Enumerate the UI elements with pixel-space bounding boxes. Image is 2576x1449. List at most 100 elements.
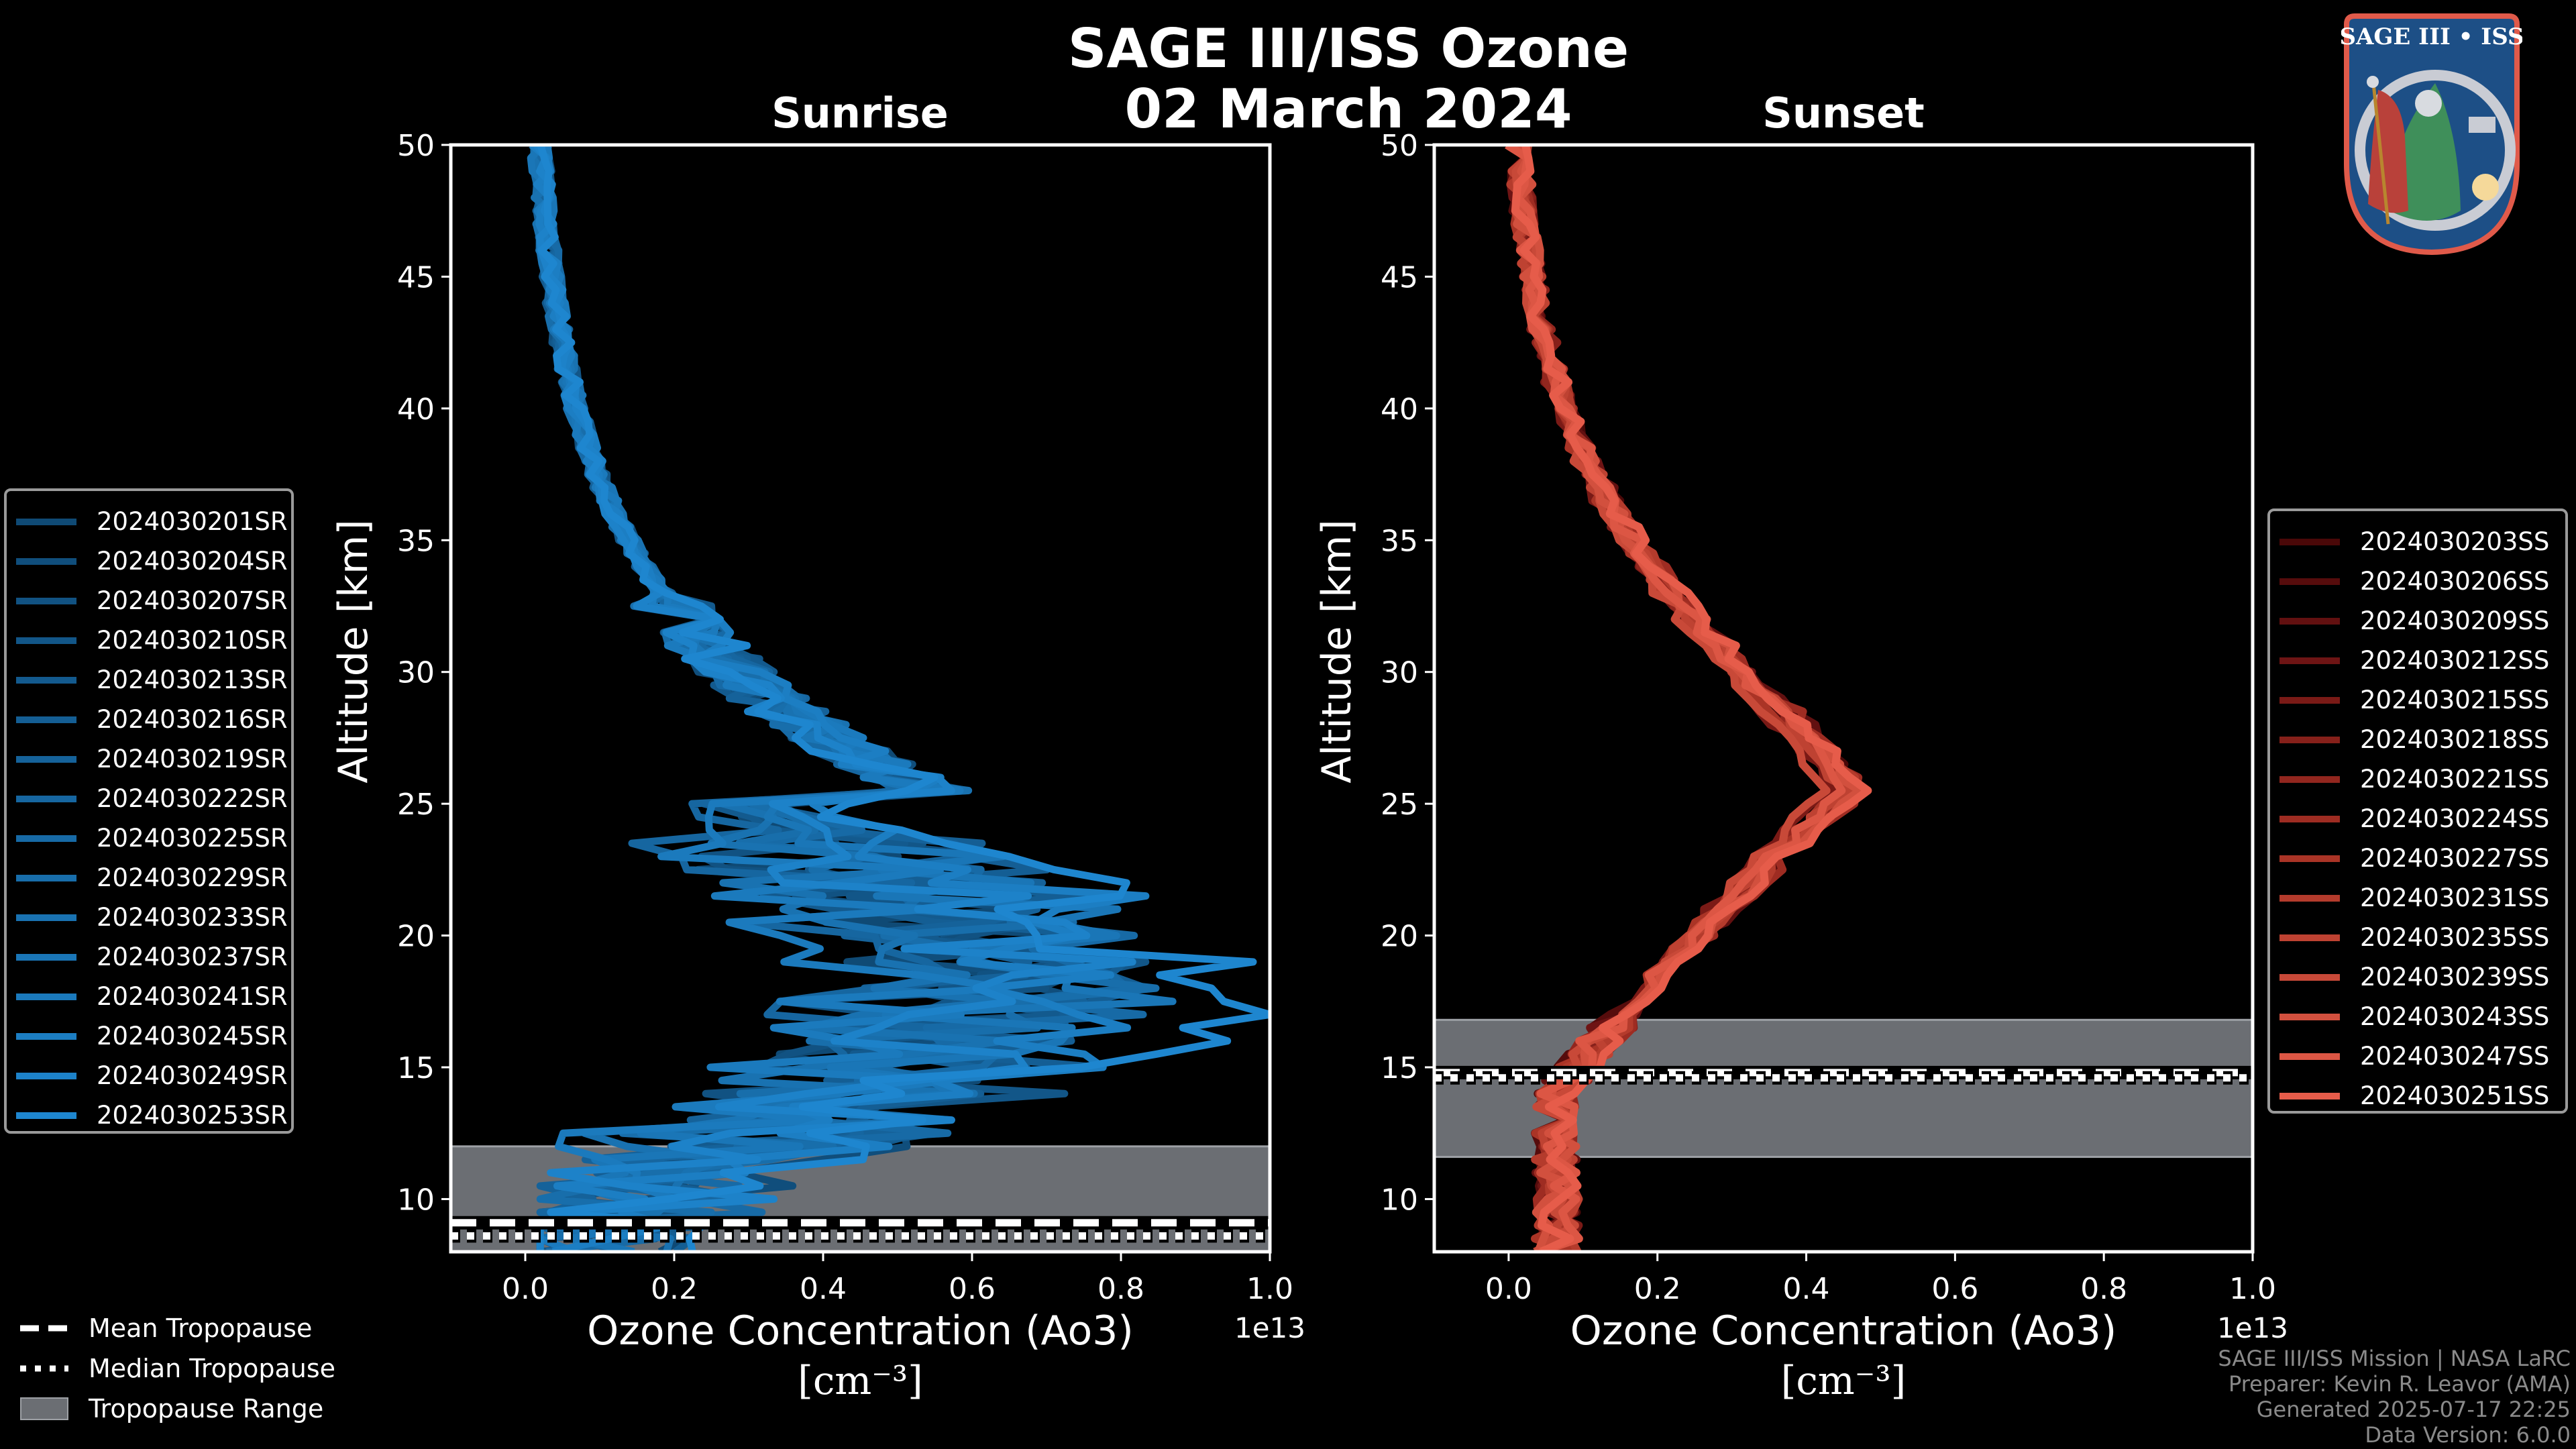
legend-swatch <box>2279 894 2340 902</box>
legend-label: 2024030218SS <box>2360 725 2550 754</box>
legend-item: 2024030219SR <box>7 739 288 779</box>
x-axis-label: Ozone Concentration (Ao3) <box>1570 1307 2117 1354</box>
y-tick-label: 45 <box>397 260 435 294</box>
legend-item: 2024030224SS <box>2270 799 2549 839</box>
legend-label: 2024030207SR <box>97 586 288 615</box>
legend-label: 2024030235SS <box>2360 923 2550 952</box>
legend-tropopause-range: Tropopause Range <box>20 1389 335 1429</box>
x-tick-label: 0.6 <box>949 1272 996 1306</box>
legend-label: 2024030231SS <box>2360 883 2550 912</box>
legend-label: 2024030227SS <box>2360 844 2550 873</box>
legend-label: 2024030206SS <box>2360 567 2550 596</box>
legend-item: 2024030241SR <box>7 977 288 1016</box>
x-axis-label: Ozone Concentration (Ao3) <box>587 1307 1134 1354</box>
legend-swatch <box>2279 538 2340 545</box>
sunrise-plot: 10 15 20 25 30 35 40 45 50 0.0 0.2 0.4 0.6 0.8 1.0 1e13… <box>330 129 1305 1403</box>
legend-label: Median Tropopause <box>89 1354 335 1383</box>
legend-swatch <box>16 1072 76 1079</box>
legend-label: 2024030203SS <box>2360 527 2550 556</box>
legend-label: 2024030249SR <box>97 1061 288 1090</box>
tropopause-legend: Mean Tropopause Median Tropopause Tropop… <box>20 1308 335 1429</box>
iss-icon <box>2469 117 2496 133</box>
legend-item: 2024030215SS <box>2270 680 2549 720</box>
legend-item: 2024030253SR <box>7 1095 288 1135</box>
x-tick-label: 0.4 <box>1783 1272 1830 1306</box>
legend-swatch <box>16 676 76 684</box>
y-tick-label: 25 <box>1381 788 1418 822</box>
legend-swatch <box>16 914 76 921</box>
legend-label: 2024030233SR <box>97 903 288 932</box>
y-tick-label: 30 <box>397 656 435 690</box>
y-tick-label: 35 <box>1381 524 1418 558</box>
legend-label: 2024030224SS <box>2360 804 2550 833</box>
legend-swatch <box>2279 657 2340 664</box>
footer-mission: SAGE III/ISS Mission | NASA LaRC <box>2218 1346 2571 1371</box>
legend-label: 2024030241SR <box>97 982 288 1011</box>
profile-line-2024030253SR <box>537 145 1270 1252</box>
x-tick-label: 0.4 <box>800 1272 847 1306</box>
legend-label: 2024030219SR <box>97 745 288 773</box>
legend-mean-tropopause: Mean Tropopause <box>20 1308 335 1348</box>
legend-swatch <box>16 1112 76 1119</box>
legend-label: 2024030212SS <box>2360 646 2550 675</box>
y-tick-label: 10 <box>397 1183 435 1217</box>
footer-generated: Generated 2025-07-17 22:25 <box>2256 1397 2571 1422</box>
x-tick-label: 0.8 <box>1097 1272 1144 1306</box>
legend-swatch <box>2279 1092 2340 1099</box>
legend-swatch <box>2279 736 2340 743</box>
y-tick-label: 45 <box>1381 260 1418 294</box>
logo-ring <box>2355 70 2516 231</box>
x-tick-label: 0.0 <box>1485 1272 1532 1306</box>
legend-item: 2024030245SR <box>7 1016 288 1056</box>
legend-label: 2024030204SR <box>97 547 288 576</box>
legend-swatch <box>2279 1053 2340 1060</box>
y-tick-label: 20 <box>397 920 435 954</box>
legend-item: 2024030227SS <box>2270 839 2549 878</box>
legend-item: 2024030251SS <box>2270 1076 2549 1116</box>
legend-label: Mean Tropopause <box>89 1313 313 1343</box>
legend-item: 2024030235SS <box>2270 918 2549 957</box>
legend-label: 2024030201SR <box>97 507 288 536</box>
y-tick-label: 35 <box>397 524 435 558</box>
legend-item: 2024030237SR <box>7 937 288 977</box>
x-axis-units: [cm⁻³] <box>1781 1358 1907 1403</box>
legend-swatch <box>16 993 76 1000</box>
sunrise-panel-title: Sunrise <box>771 89 949 138</box>
staff-icon <box>2371 83 2390 225</box>
legend-swatch <box>16 755 76 763</box>
x-tick-label: 0.0 <box>502 1272 549 1306</box>
legend-swatch <box>2279 578 2340 585</box>
earth-icon <box>2389 83 2461 221</box>
x-tick-label: 1.0 <box>1246 1272 1293 1306</box>
legend-item: 2024030222SR <box>7 779 288 818</box>
legend-median-tropopause: Median Tropopause <box>20 1348 335 1389</box>
plot-frame <box>449 143 1272 1254</box>
x-tick-label: 0.2 <box>651 1272 698 1306</box>
legend-label: 2024030243SS <box>2360 1002 2550 1031</box>
legend-item: 2024030204SR <box>7 541 288 581</box>
moon-icon <box>2415 90 2442 117</box>
x-tick-label: 0.6 <box>1931 1272 1978 1306</box>
legend-swatch <box>16 637 76 644</box>
legend-item: 2024030210SR <box>7 621 288 660</box>
plot-frame <box>1432 143 2255 1254</box>
x-tick-label: 0.2 <box>1634 1272 1681 1306</box>
legend-swatch <box>2279 775 2340 783</box>
legend-item: 2024030206SS <box>2270 561 2549 601</box>
legend-item: 2024030233SR <box>7 898 288 937</box>
y-tick-label: 50 <box>397 129 435 163</box>
y-tick-label: 40 <box>397 392 435 427</box>
legend-label: 2024030229SR <box>97 863 288 892</box>
legend-item: 2024030209SS <box>2270 601 2549 641</box>
y-tick-label: 15 <box>1381 1051 1418 1085</box>
footer-credits: SAGE III/ISS Mission | NASA LaRC Prepare… <box>2218 1346 2571 1448</box>
legend-swatch <box>2279 855 2340 862</box>
gray-patch-icon <box>20 1397 68 1420</box>
y-tick-label: 25 <box>397 788 435 822</box>
legend-item: 2024030212SS <box>2270 641 2549 680</box>
legend-item: 2024030249SR <box>7 1056 288 1095</box>
legend-label: 2024030245SR <box>97 1022 288 1051</box>
sunset-panel-title: Sunset <box>1762 89 1925 138</box>
y-tick-label: 10 <box>1381 1183 1418 1217</box>
